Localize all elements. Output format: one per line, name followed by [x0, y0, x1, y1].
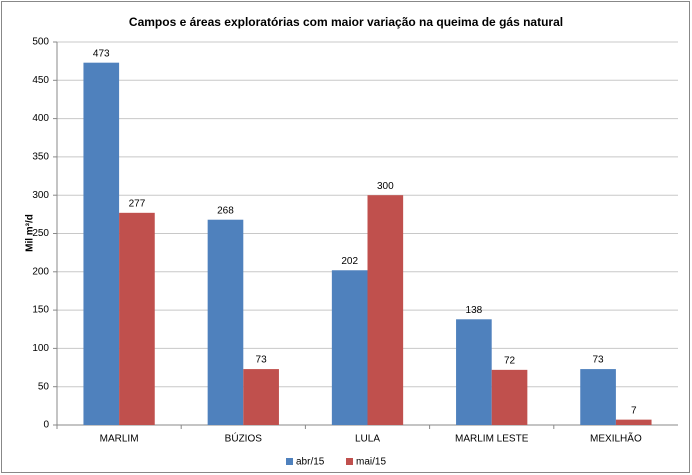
y-tick-label: 50 [38, 381, 50, 392]
y-tick-label: 450 [32, 75, 49, 86]
bar [367, 195, 404, 425]
y-tick-label: 350 [32, 152, 49, 163]
data-label: 277 [129, 198, 146, 209]
data-label: 300 [377, 181, 394, 192]
bar [119, 212, 155, 425]
x-tick-label: MARLIM LESTE [455, 434, 529, 445]
bar [491, 369, 528, 425]
data-label: 73 [593, 355, 605, 366]
y-tick-label: 300 [32, 190, 49, 201]
bar [243, 369, 279, 425]
data-label: 73 [256, 355, 268, 366]
bar [207, 219, 244, 425]
x-tick-label: BÚZIOS [225, 432, 263, 445]
x-tick-label: MARLIM [100, 434, 139, 445]
x-tick-label: LULA [355, 434, 380, 445]
bar [615, 419, 652, 425]
legend-swatch [286, 458, 293, 465]
data-label: 72 [504, 355, 516, 366]
y-tick-label: 500 [32, 37, 49, 48]
bar [331, 270, 368, 425]
chart-title: Campos e áreas exploratórias com maior v… [129, 15, 563, 29]
y-tick-label: 400 [32, 113, 49, 124]
data-label: 473 [93, 48, 110, 59]
data-label: 202 [341, 256, 358, 267]
data-label: 7 [631, 405, 637, 416]
y-tick-label: 100 [32, 343, 49, 354]
legend-swatch [346, 458, 353, 465]
bar [580, 369, 616, 425]
x-tick-label: MEXILHÃO [590, 432, 642, 445]
data-label: 138 [466, 305, 483, 316]
y-tick-label: 150 [32, 305, 49, 316]
data-label: 268 [217, 205, 234, 216]
legend-label: abr/15 [296, 457, 325, 468]
y-tick-label: 250 [32, 228, 49, 239]
y-tick-label: 200 [32, 266, 49, 277]
y-axis-label: Mil m³/d [25, 214, 36, 252]
bar [456, 319, 492, 425]
bar [83, 62, 120, 425]
legend-label: mai/15 [356, 457, 386, 468]
y-tick-label: 0 [43, 420, 49, 431]
